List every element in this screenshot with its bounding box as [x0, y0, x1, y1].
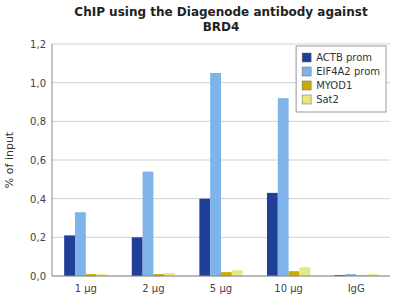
y-tick-label: 1,2: [30, 39, 46, 50]
legend-frame: [296, 46, 386, 112]
y-tick-label: 1,0: [30, 78, 46, 89]
legend-label: EIF4A2 prom: [316, 66, 380, 77]
y-tick-label: 0,8: [30, 116, 46, 127]
x-tick-label: 1 μg: [75, 283, 97, 294]
bar: [289, 271, 300, 276]
bar: [210, 73, 221, 276]
bar: [232, 270, 243, 276]
bar: [221, 272, 232, 276]
bars: [64, 73, 378, 276]
x-tick-label: 5 μg: [210, 283, 232, 294]
background: [0, 0, 400, 304]
bar: [267, 193, 278, 276]
x-tick-label: IgG: [348, 283, 365, 294]
y-axis-line: [52, 44, 53, 276]
chart: ChIP using the Diagenode antibody agains…: [0, 0, 400, 304]
y-axis-label: % of input: [3, 131, 16, 188]
grid-line: [52, 276, 390, 277]
x-tick-label: 2 μg: [142, 283, 164, 294]
legend-swatch: [302, 81, 311, 90]
legend: ACTB prom EIF4A2 prom MYOD1 Sat2: [296, 46, 386, 112]
bar: [143, 172, 154, 276]
y-tick-label: 0,6: [30, 155, 46, 166]
bar: [299, 267, 310, 276]
y-tick-label: 0,0: [30, 271, 46, 282]
x-axis-line: [52, 276, 390, 277]
bar: [64, 235, 75, 276]
bar: [278, 98, 289, 276]
legend-label: ACTB prom: [316, 52, 372, 63]
grid-line: [52, 44, 390, 45]
legend-label: Sat2: [316, 94, 339, 105]
y-tick-label: 0,2: [30, 232, 46, 243]
title: ChIP using the Diagenode antibody agains…: [74, 5, 368, 34]
legend-swatch: [302, 53, 311, 62]
bar: [75, 212, 86, 276]
y-tick-label: 0,4: [30, 194, 46, 205]
bar: [132, 237, 143, 276]
x-tick-label: 10 μg: [274, 283, 303, 294]
legend-label: MYOD1: [316, 80, 352, 91]
legend-swatch: [302, 95, 311, 104]
legend-swatch: [302, 67, 311, 76]
title-line: BRD4: [203, 20, 240, 34]
bar: [199, 199, 210, 276]
title-line: ChIP using the Diagenode antibody agains…: [74, 5, 368, 19]
